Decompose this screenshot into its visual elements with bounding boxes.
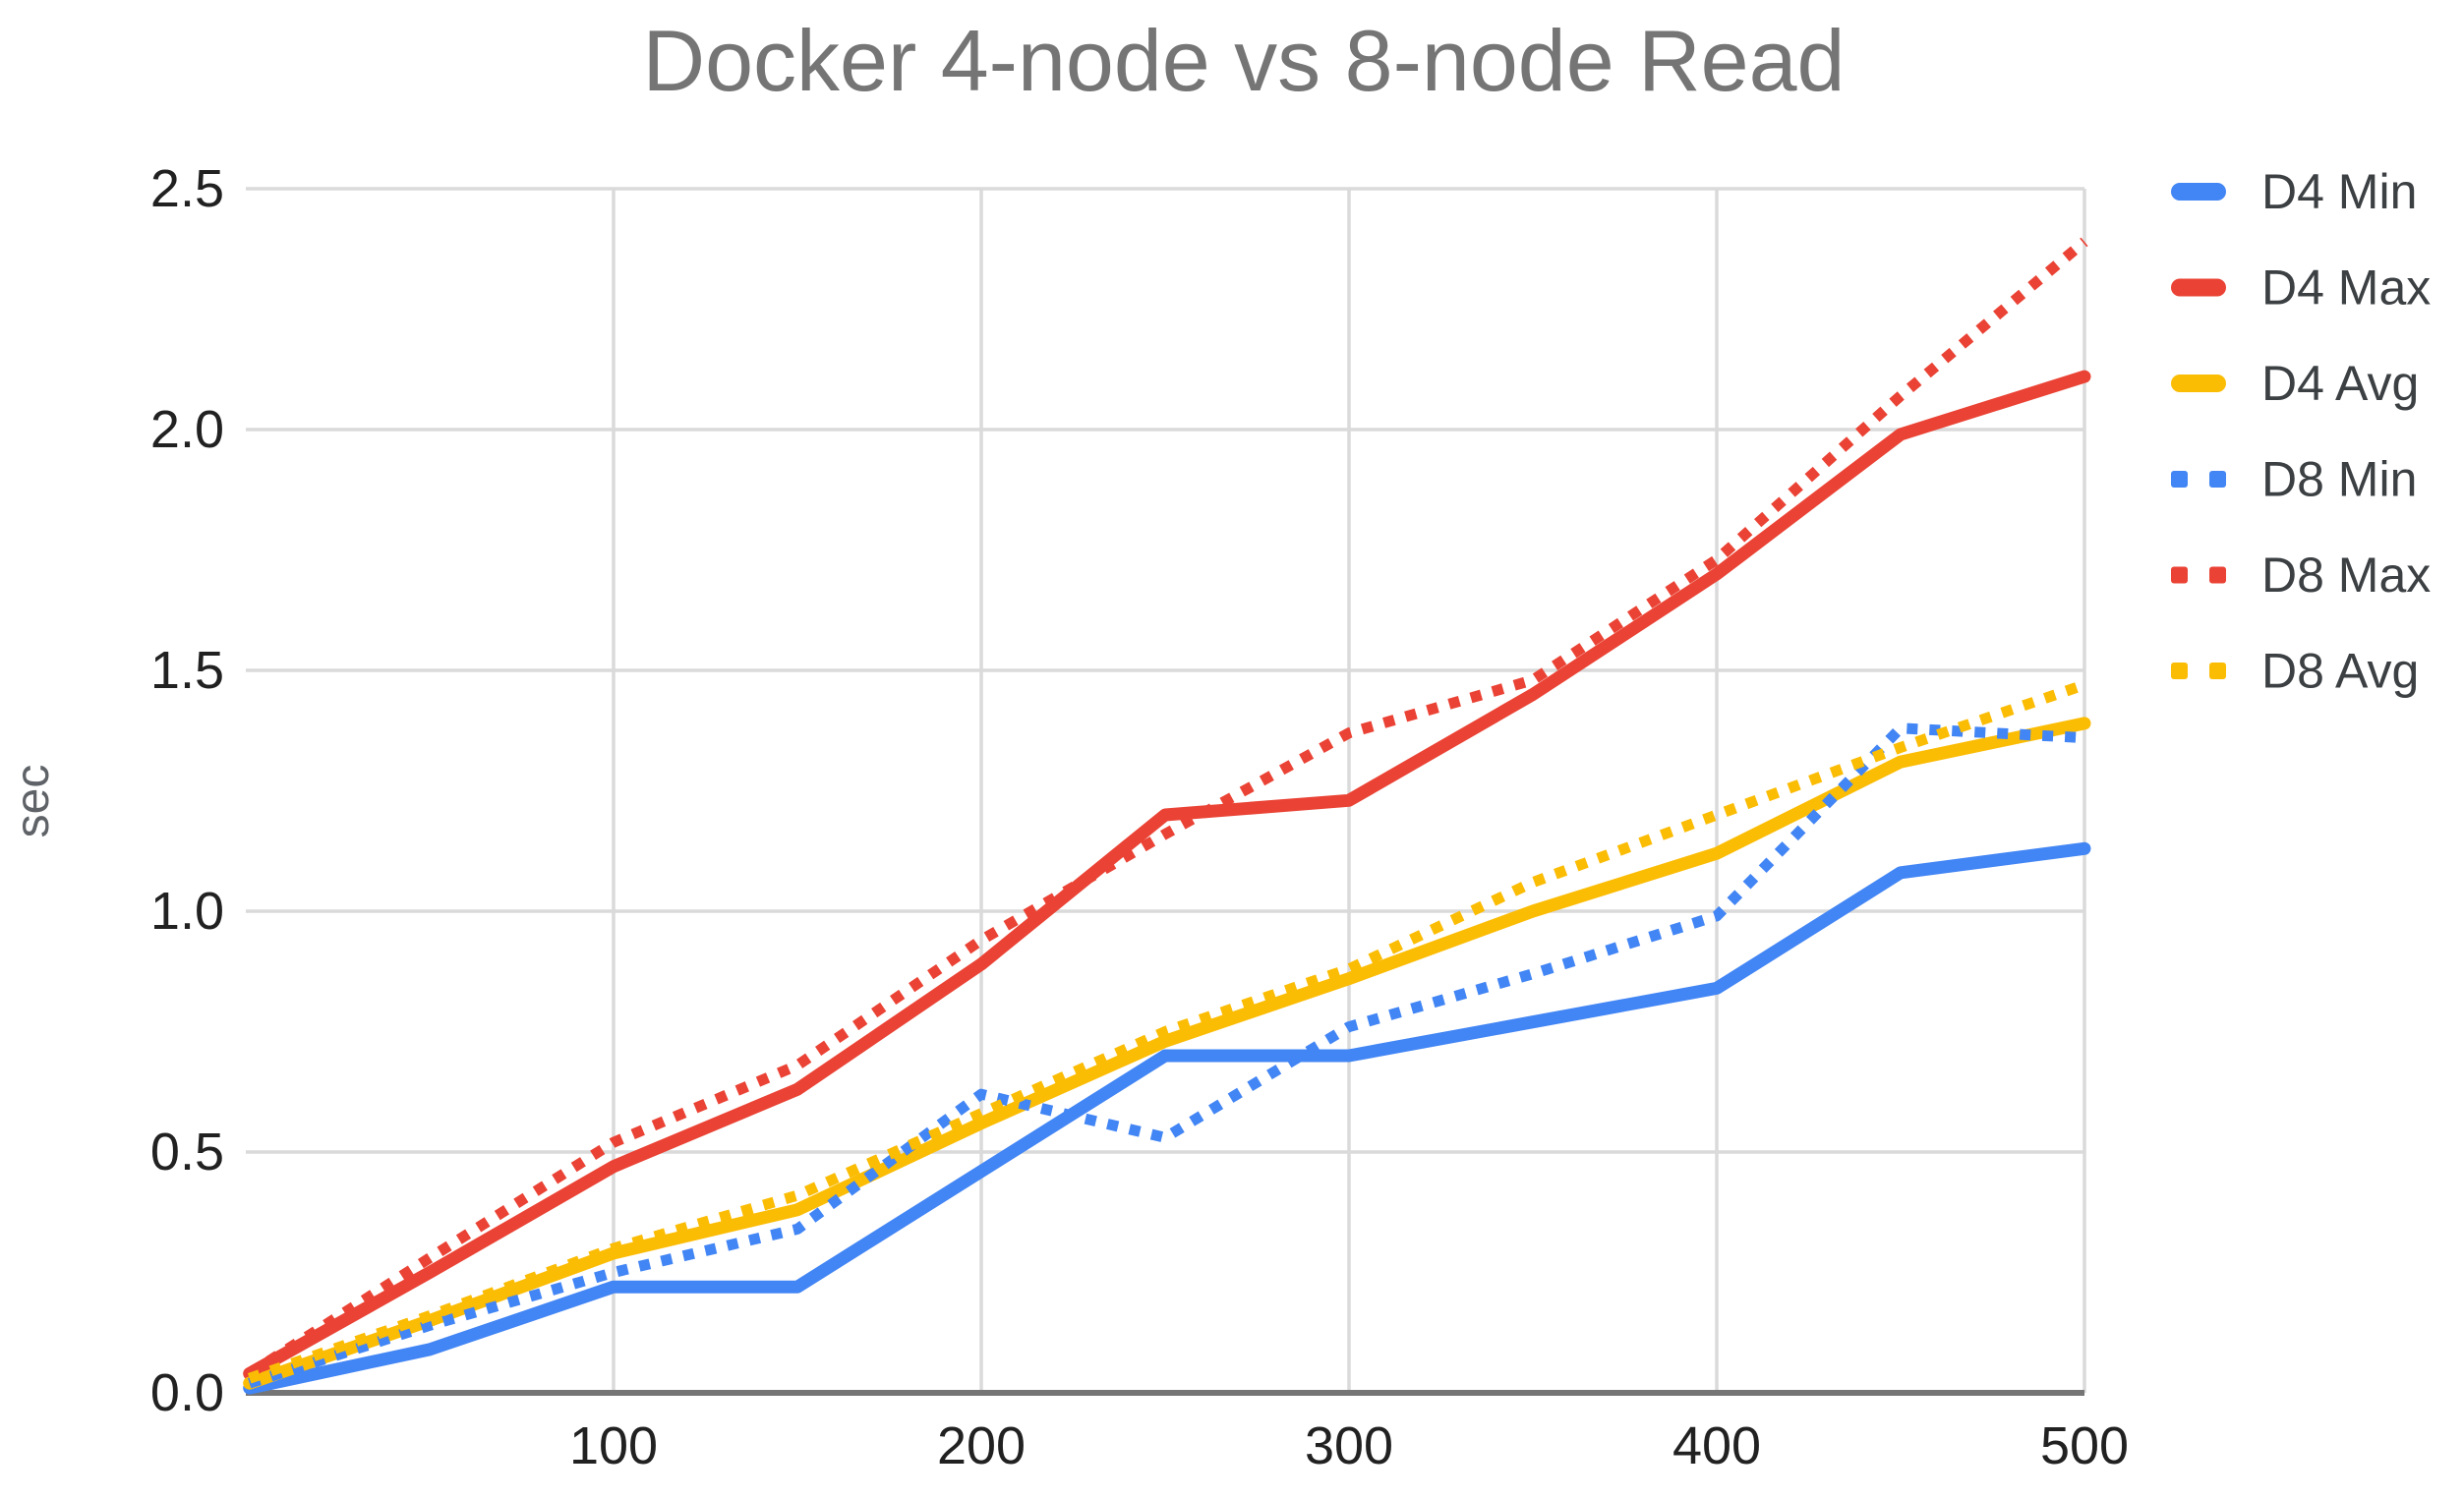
series-line-d8-avg: [247, 679, 2086, 1384]
y-tick-label: 2.5: [150, 159, 224, 218]
x-tick-label: 500: [2040, 1416, 2129, 1475]
legend-swatch-dot: [2171, 471, 2188, 488]
legend-item-d8-min: D8 Min: [2171, 452, 2417, 507]
legend-label: D4 Avg: [2261, 356, 2419, 411]
legend-swatch-dot: [2171, 566, 2188, 584]
x-tick-label: 200: [937, 1416, 1026, 1475]
legend-item-d8-avg: D8 Avg: [2171, 644, 2419, 699]
legend-swatch-line: [2171, 375, 2226, 392]
y-tick-label: 0.5: [150, 1123, 224, 1182]
series-line-d8-min: [248, 722, 2085, 1389]
series-lines: [243, 237, 2091, 1395]
legend-item-d4-min: D4 Min: [2171, 164, 2417, 219]
x-tick-label: 300: [1305, 1416, 1393, 1475]
legend: D4 Min D4 Max D4 Avg D8 Min D8 Max D8 Avg: [2171, 164, 2431, 699]
x-tick-label: 100: [569, 1416, 658, 1475]
legend-swatch-dot: [2209, 566, 2226, 584]
legend-label: D8 Min: [2261, 452, 2417, 507]
legend-swatch-dot: [2209, 663, 2226, 679]
gridlines: [246, 187, 2086, 1396]
legend-swatch-dot: [2209, 471, 2226, 488]
y-tick-label: 1.5: [150, 641, 224, 700]
legend-label: D8 Avg: [2261, 644, 2419, 699]
y-tick-label: 0.0: [150, 1363, 224, 1422]
legend-item-d8-max: D8 Max: [2171, 548, 2431, 603]
axis-tick-labels: 100 200 300 400 500 0.0 0.5 1.0 1.5 2.0 2.5: [150, 159, 2129, 1475]
y-tick-label: 1.0: [150, 882, 224, 941]
series-line-d4-min: [243, 841, 2091, 1395]
legend-item-d4-max: D4 Max: [2171, 260, 2431, 316]
legend-label: D4 Min: [2261, 164, 2417, 219]
legend-swatch-line: [2171, 278, 2226, 297]
legend-label: D8 Max: [2261, 548, 2431, 603]
chart-title: Docker 4-node vs 8-node Read: [643, 12, 1846, 109]
x-tick-label: 400: [1672, 1416, 1761, 1475]
series-line-d8-max: [246, 237, 2088, 1379]
legend-swatch-dot: [2171, 663, 2188, 679]
y-axis-title: sec: [7, 765, 59, 838]
legend-item-d4-avg: D4 Avg: [2171, 356, 2419, 411]
legend-label: D4 Max: [2261, 260, 2431, 316]
legend-swatch-line: [2171, 183, 2226, 201]
series-line-d4-max: [243, 370, 2091, 1380]
y-tick-label: 2.0: [150, 400, 224, 459]
